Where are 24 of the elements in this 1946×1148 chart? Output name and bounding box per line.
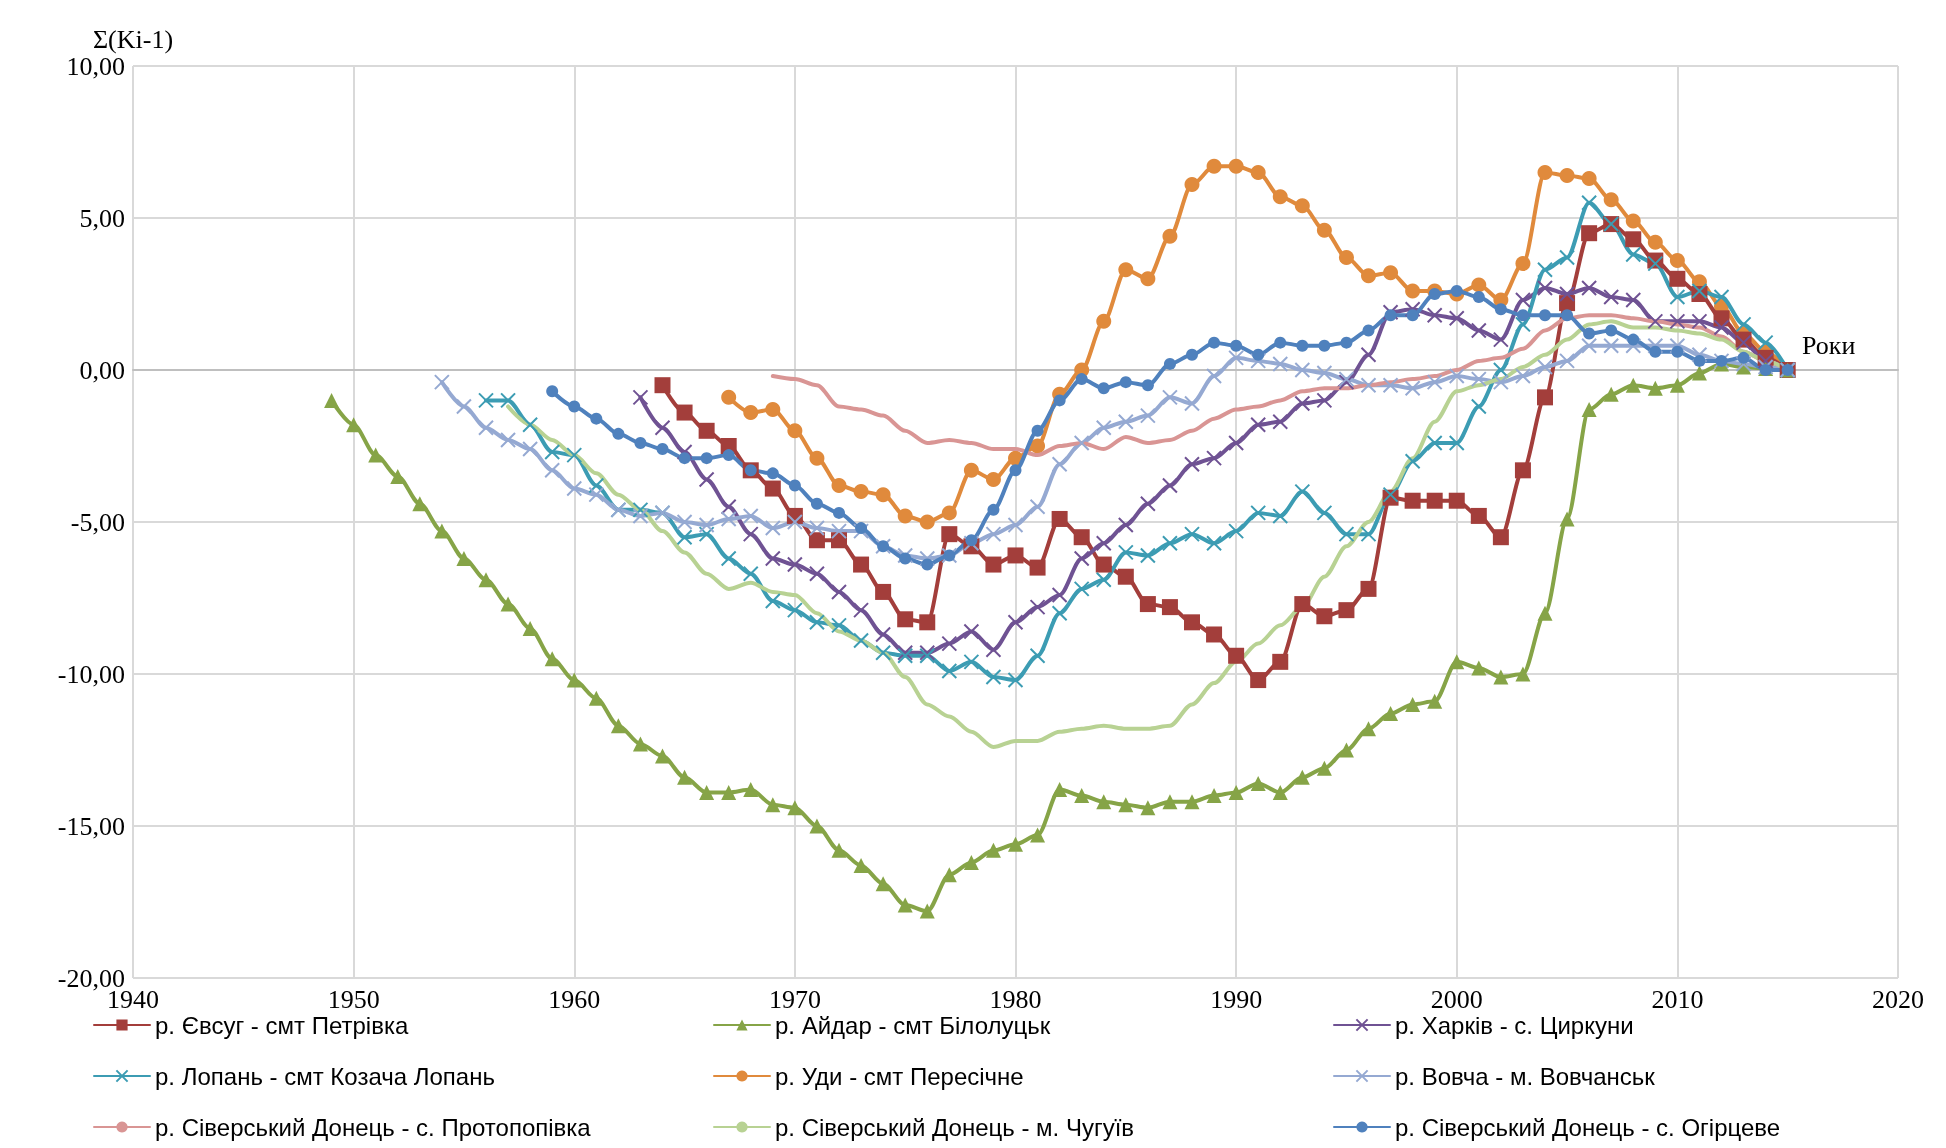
y-axis-title: Σ(Ki-1)	[92, 24, 174, 54]
legend-label: р. Айдар - смт Білолуцьк	[775, 1011, 1051, 1039]
y-tick-label: -15,00	[57, 811, 125, 841]
y-tick-label: 5,00	[79, 203, 125, 233]
x-tick-label: 1980	[989, 984, 1042, 1014]
x-tick-label: 1970	[768, 984, 821, 1014]
x-tick-label: 2010	[1651, 984, 1704, 1014]
x-axis-title: Роки	[1802, 330, 1856, 360]
legend-label: р. Вовча - м. Вовчанськ	[1395, 1062, 1656, 1090]
x-tick-label: 2020	[1872, 984, 1924, 1014]
legend-label: р. Сіверський Донець - с. Огірцеве	[1395, 1113, 1781, 1141]
legend-label: р. Лопань - смт Козача Лопань	[155, 1062, 495, 1090]
legend-label: р. Харків - с. Циркуни	[1395, 1011, 1634, 1039]
legend-label: р. Сіверський Донець - м. Чугуїв	[775, 1113, 1135, 1141]
y-tick-label: -5,00	[70, 507, 125, 537]
y-tick-label: -10,00	[57, 659, 125, 689]
x-tick-label: 2000	[1430, 984, 1483, 1014]
legend-label: р. Уди - смт Пересічне	[775, 1062, 1024, 1090]
y-tick-label: 0,00	[79, 355, 125, 385]
x-tick-label: 1990	[1210, 984, 1263, 1014]
legend-label: р. Євсуг - смт Петрівка	[155, 1011, 409, 1039]
x-tick-label: 1950	[327, 984, 380, 1014]
x-tick-label: 1960	[548, 984, 601, 1014]
legend-label: р. Сіверський Донець - с. Протопопівка	[155, 1113, 592, 1141]
